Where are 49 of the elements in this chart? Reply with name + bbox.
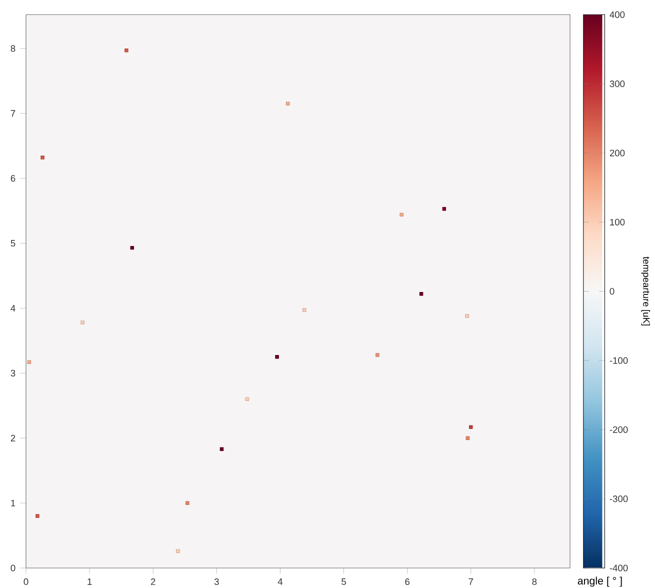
point bbox=[176, 549, 180, 553]
point bbox=[465, 314, 469, 318]
point bbox=[130, 246, 134, 250]
point bbox=[419, 292, 424, 296]
point bbox=[376, 353, 380, 357]
color-bar-label: -400 bbox=[610, 564, 628, 572]
point bbox=[302, 308, 306, 312]
color-bar-label: 400 bbox=[610, 11, 625, 18]
point bbox=[220, 447, 224, 452]
x-tick-label: 2 bbox=[150, 578, 156, 585]
y-tick-label: 8 bbox=[10, 45, 16, 52]
point bbox=[186, 501, 190, 505]
point bbox=[286, 102, 290, 106]
point bbox=[27, 360, 32, 364]
point bbox=[275, 355, 279, 359]
x-axis-title: angle [ ° ] bbox=[578, 576, 622, 587]
y-tick-label: 5 bbox=[10, 240, 16, 247]
point bbox=[469, 425, 473, 429]
color-bar-label: -200 bbox=[610, 426, 628, 433]
point bbox=[80, 320, 84, 324]
y-tick-label: 6 bbox=[10, 175, 16, 182]
point bbox=[124, 48, 128, 52]
y-tick-label: 4 bbox=[10, 305, 16, 312]
x-tick-label: 1 bbox=[88, 578, 92, 585]
color-bar-label: 300 bbox=[610, 80, 625, 88]
x-tick-label: 6 bbox=[405, 578, 410, 585]
point bbox=[40, 156, 44, 160]
x-tick-label: 7 bbox=[468, 578, 474, 585]
x-tick-label: 8 bbox=[532, 578, 537, 585]
y-tick-label: 1 bbox=[11, 500, 16, 506]
y-tick-label: 0 bbox=[10, 564, 16, 572]
x-tick-label: 3 bbox=[214, 578, 219, 585]
y-tick-label: 2 bbox=[10, 434, 16, 442]
point bbox=[400, 212, 404, 217]
color-bar-label: -300 bbox=[610, 496, 628, 502]
point bbox=[442, 206, 446, 211]
point bbox=[36, 514, 40, 518]
point bbox=[245, 397, 250, 402]
x-tick-label: 4 bbox=[278, 578, 283, 585]
color-bar-label: 100 bbox=[610, 218, 625, 226]
color-bar-label: 0 bbox=[610, 288, 614, 295]
x-tick-label: 5 bbox=[342, 578, 346, 585]
color-bar-title: tempearture [uK] bbox=[641, 256, 650, 326]
x-tick-label: 0 bbox=[24, 578, 28, 585]
y-tick-label: 7 bbox=[10, 110, 16, 117]
color-bar-label: -100 bbox=[610, 357, 628, 364]
point bbox=[466, 436, 470, 440]
color-bar-label: 200 bbox=[610, 150, 625, 156]
y-tick-label: 3 bbox=[10, 370, 16, 376]
